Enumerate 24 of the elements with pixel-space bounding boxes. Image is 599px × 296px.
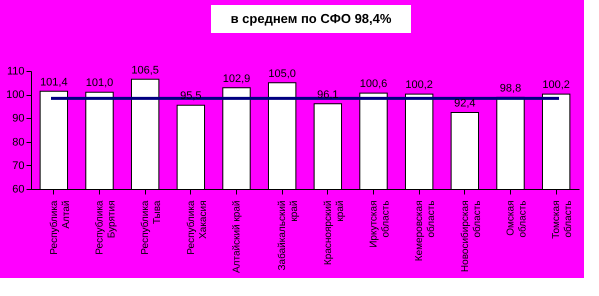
- data-label: 105,0: [268, 68, 296, 80]
- x-tick-label: Республика Бурятия: [94, 200, 118, 255]
- y-tick-label: 100: [6, 89, 24, 102]
- x-tick-label: Республика Хакасия: [186, 200, 209, 255]
- data-label: 92,4: [454, 98, 476, 110]
- y-tick-label: 90: [12, 112, 24, 125]
- x-tick-label: Республика Тыва: [140, 200, 164, 255]
- data-label: 101,0: [86, 77, 114, 90]
- data-label: 106,5: [131, 64, 159, 76]
- y-tick-label: 60: [12, 184, 24, 196]
- y-tick-label: 80: [12, 136, 24, 148]
- x-tick-label: Алтайский край: [232, 200, 242, 274]
- data-label: 102,9: [222, 72, 250, 85]
- y-tick-label: 70: [12, 160, 24, 172]
- data-label: 98,8: [500, 82, 522, 94]
- data-label: 100,6: [360, 78, 388, 90]
- data-label: 100,2: [542, 79, 570, 92]
- data-label: 100,2: [405, 79, 433, 92]
- y-tick-label: 110: [6, 66, 24, 78]
- x-tick-label: Красноярский край: [322, 200, 346, 266]
- x-tick-label: Республика Алтай: [48, 200, 72, 255]
- x-tick-label: Забайкальский край: [277, 200, 300, 270]
- chart-title: в среднем по СФО 98,4%: [230, 11, 392, 26]
- data-label: 101,4: [40, 76, 68, 88]
